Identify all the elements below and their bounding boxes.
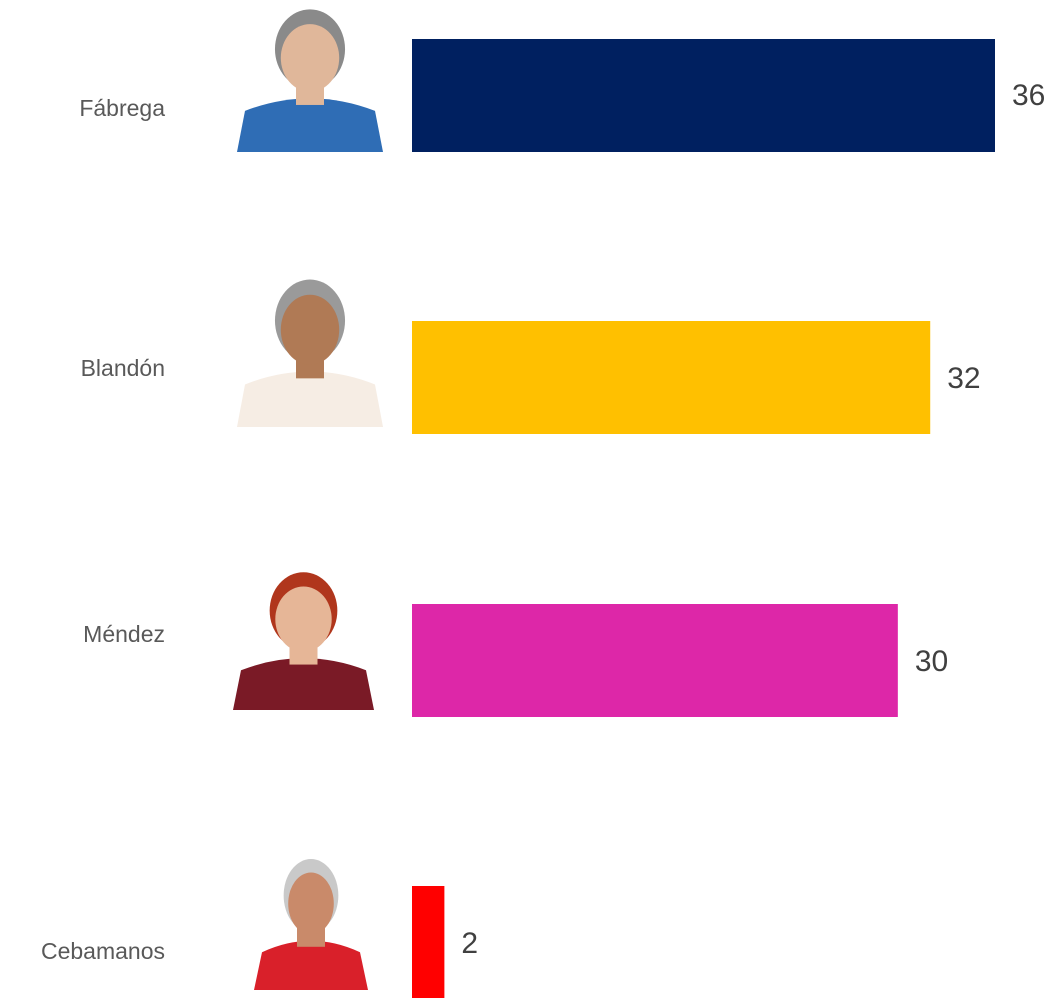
photo-face xyxy=(280,24,340,92)
photo-shirt xyxy=(254,940,368,990)
photo-face xyxy=(288,872,334,935)
bar xyxy=(412,321,931,434)
bar xyxy=(412,886,445,998)
bar xyxy=(412,604,898,717)
value-label: 32 xyxy=(947,362,980,395)
photo-face xyxy=(275,586,332,652)
category-label: Blandón xyxy=(81,355,165,381)
photo-shirt xyxy=(237,98,383,152)
candidate-photo xyxy=(254,859,368,990)
value-label: 36 xyxy=(1012,79,1045,112)
category-label: Cebamanos xyxy=(41,938,165,964)
candidate-photo xyxy=(233,572,374,710)
photo-shirt xyxy=(237,371,383,427)
value-label: 30 xyxy=(915,645,948,678)
category-label: Fábrega xyxy=(79,95,165,121)
category-label: Méndez xyxy=(83,621,165,647)
bar xyxy=(412,39,995,152)
value-label: 2 xyxy=(461,927,478,960)
photo-shirt xyxy=(233,658,374,710)
candidate-photo xyxy=(237,9,383,152)
candidate-photo xyxy=(237,279,383,427)
photo-face xyxy=(280,294,340,365)
